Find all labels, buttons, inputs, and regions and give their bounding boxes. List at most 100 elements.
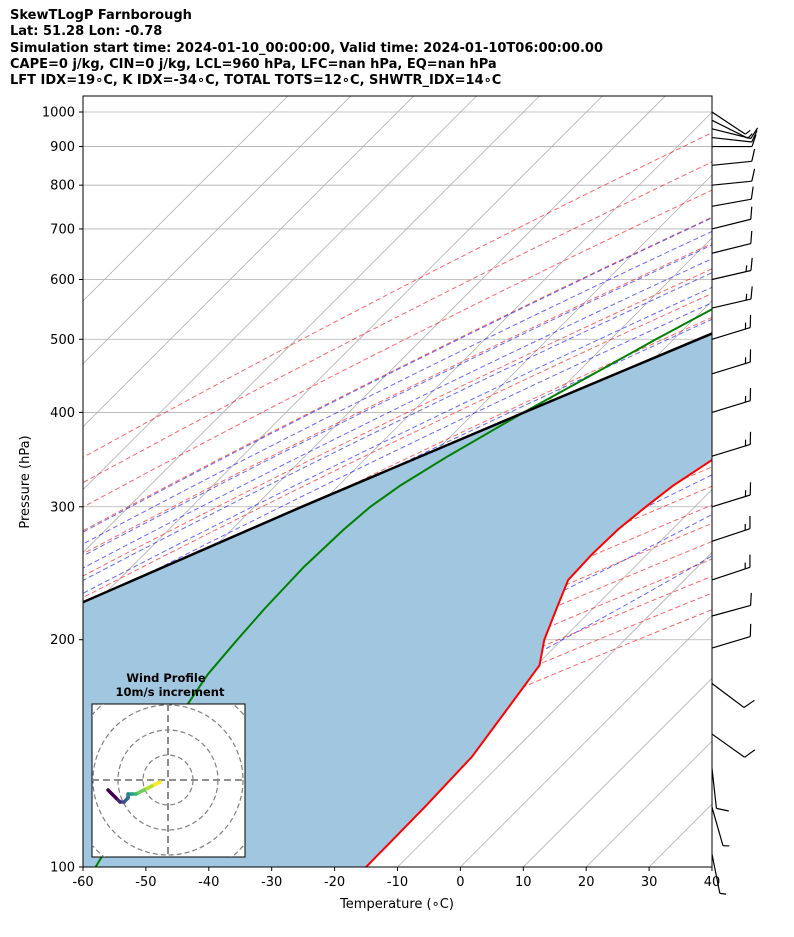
wind-barb: [711, 230, 753, 254]
wind-barb-staff: [711, 635, 751, 649]
wind-barb-flag: [750, 230, 753, 244]
wind-barb-staff: [711, 111, 746, 135]
wind-barb: [711, 314, 752, 340]
wind-barb: [711, 388, 752, 414]
y-tick-label: 600: [50, 273, 75, 288]
y-tick-label: 800: [50, 179, 75, 194]
isotherm--140: [83, 96, 352, 365]
wind-barb-half-flag: [745, 293, 748, 301]
x-tick-label: 20: [578, 875, 595, 890]
hodograph-plot: [92, 704, 245, 857]
x-axis-label: Temperature (∘C): [339, 897, 454, 912]
isotherm--150: [83, 96, 289, 302]
moist-adiabat--35: [83, 230, 712, 545]
wind-barb-flag: [751, 130, 758, 143]
wind-barb-staff: [711, 854, 721, 894]
title-line-4: CAPE=0 j/kg, CIN=0 j/kg, LCL=960 hPa, LF…: [10, 56, 497, 72]
wind-barb: [711, 807, 730, 847]
wind-barb-staff: [711, 298, 752, 309]
wind-barb: [711, 286, 753, 309]
wind-barb: [711, 119, 753, 139]
y-tick-label: 300: [50, 500, 75, 515]
wind-barb: [711, 186, 754, 207]
wind-barb-staff: [711, 269, 752, 281]
wind-barb-staff: [711, 326, 751, 340]
wind-barb-half-flag: [745, 265, 748, 272]
isotherm--130: [83, 96, 414, 428]
wind-barb: [711, 482, 752, 508]
x-tick-label: -50: [135, 875, 156, 890]
wind-barb-staff: [711, 218, 751, 230]
x-tick-label: 40: [704, 875, 721, 890]
title-line-3: Simulation start time: 2024-01-10_00:00:…: [10, 40, 603, 56]
wind-barb: [711, 683, 755, 708]
isotherm--10: [397, 551, 712, 867]
x-tick-label: 0: [456, 875, 464, 890]
dry-adiabat-230: [83, 216, 712, 532]
x-tick-label: 10: [515, 875, 532, 890]
wind-barb-staff: [711, 768, 718, 809]
wind-barb: [711, 206, 753, 230]
wind-barb: [711, 768, 729, 812]
wind-barb-flag: [750, 286, 753, 300]
wind-barb-staff: [711, 733, 745, 758]
wind-barb-staff: [711, 242, 751, 254]
wind-barb: [711, 257, 753, 281]
isotherm-0: [460, 614, 712, 867]
title-line-5: LFT IDX=19∘C, K IDX=-34∘C, TOTAL TOTS=12…: [10, 73, 502, 89]
dry-adiabat-250: [83, 268, 712, 577]
wind-barb-staff: [711, 566, 751, 581]
wind-barb-staff: [711, 604, 751, 617]
wind-barb-flag: [751, 168, 756, 182]
y-tick-label: 200: [50, 633, 75, 648]
x-tick-label: -20: [324, 875, 345, 890]
hodograph-subtitle: 10m/s increment: [116, 685, 225, 699]
wind-barb-staff: [711, 400, 751, 414]
temperature-line: [365, 458, 712, 867]
y-tick-label: 700: [50, 222, 75, 237]
wind-barb: [712, 134, 757, 148]
wind-barb-staff: [711, 180, 752, 186]
wind-barb-flag: [750, 127, 759, 139]
moist-adiabat--20: [83, 272, 712, 581]
isotherm--100: [83, 96, 603, 616]
wind-barb-flag: [751, 134, 757, 147]
isotherm--110: [83, 96, 540, 554]
wind-barb: [711, 854, 727, 895]
wind-barb: [711, 127, 759, 140]
wind-barb-flag: [750, 186, 754, 200]
hodograph-title: Wind Profile: [126, 671, 206, 685]
x-tick-label: -10: [387, 875, 408, 890]
wind-barb: [711, 516, 751, 542]
wind-barb: [711, 168, 756, 186]
chart-title: SkewTLogP Farnborough Lat: 51.28 Lon: -0…: [10, 8, 603, 89]
wind-barb-staff: [711, 136, 752, 143]
wind-barb-flag: [749, 592, 752, 606]
y-tick-label: 900: [50, 140, 75, 155]
wind-barb-staff: [711, 160, 752, 166]
wind-barb-staff: [711, 494, 751, 508]
wind-barb-staff: [711, 361, 751, 375]
wind-barb: [711, 431, 752, 457]
wind-barb-staff: [711, 198, 752, 207]
wind-barb: [711, 554, 751, 581]
wind-barb-half-flag: [719, 892, 727, 895]
wind-barb-staff: [711, 683, 745, 708]
isotherm--90: [83, 96, 666, 679]
x-tick-label: -60: [72, 875, 93, 890]
wind-barb: [711, 130, 758, 143]
moist-adiabat--15: [83, 286, 712, 594]
wind-barb-staff: [711, 807, 724, 846]
dry-adiabat-240: [83, 242, 712, 555]
y-tick-label: 100: [50, 861, 75, 876]
wind-barb-flag: [743, 699, 755, 708]
wind-barb-staff: [711, 443, 751, 457]
y-axis-label: Pressure (hPa): [18, 435, 33, 528]
dry-adiabat-210: [83, 161, 712, 484]
y-tick-label: 400: [50, 406, 75, 421]
wind-barb: [711, 111, 751, 135]
y-tick-label: 500: [50, 333, 75, 348]
title-line-2: Lat: 51.28 Lon: -0.78: [10, 24, 163, 40]
hodograph-segment: [106, 788, 114, 796]
